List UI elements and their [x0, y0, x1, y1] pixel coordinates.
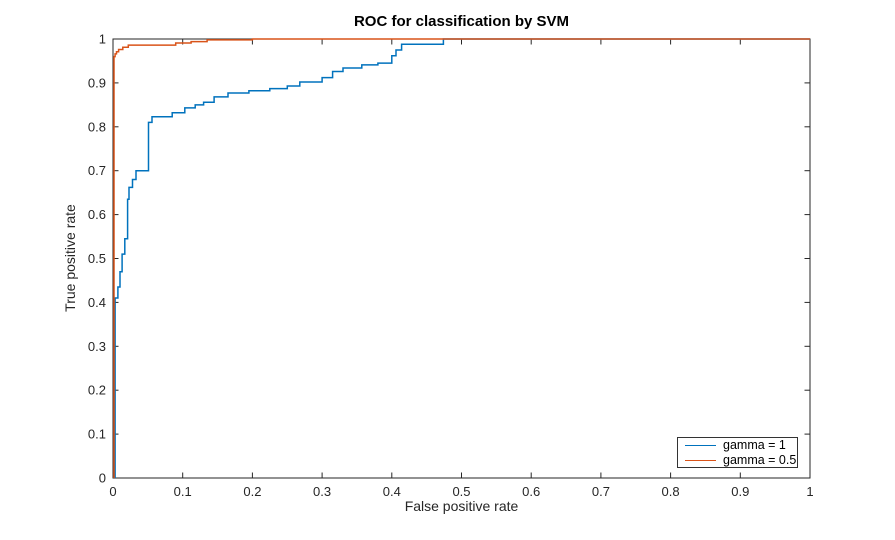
x-tick-label: 0.1 — [174, 484, 192, 499]
x-tick-label: 1 — [806, 484, 813, 499]
roc-curve-gamma-0-5 — [113, 38, 810, 478]
y-tick-label: 0.1 — [88, 427, 106, 442]
x-tick-label: 0.8 — [662, 484, 680, 499]
legend-entry-label: gamma = 1 — [723, 437, 786, 452]
axes-box — [112, 38, 811, 479]
y-tick-label: 0 — [99, 471, 106, 486]
y-tick-label: 1 — [99, 32, 106, 47]
x-tick-label: 0 — [109, 484, 116, 499]
x-tick-label: 0.5 — [452, 484, 470, 499]
roc-curve-gamma-1 — [114, 38, 810, 478]
x-tick-label: 0.4 — [383, 484, 401, 499]
legend-line-sample-gamma-0-5 — [685, 459, 716, 461]
x-tick-label: 0.2 — [243, 484, 261, 499]
legend[interactable]: gamma = 1 gamma = 0.5 — [677, 437, 798, 468]
y-tick-label: 0.3 — [88, 339, 106, 354]
y-tick-label: 0.7 — [88, 163, 106, 178]
y-tick-label: 0.9 — [88, 75, 106, 90]
legend-entry-label: gamma = 0.5 — [723, 452, 797, 467]
legend-entry: gamma = 0.5 — [685, 452, 797, 467]
y-tick-label: 0.5 — [88, 251, 106, 266]
x-tick-label: 0.3 — [313, 484, 331, 499]
legend-entry: gamma = 1 — [685, 437, 797, 452]
x-tick-label: 0.9 — [731, 484, 749, 499]
legend-line-sample-gamma-1 — [685, 444, 716, 446]
x-tick-label: 0.6 — [522, 484, 540, 499]
y-tick-label: 0.6 — [88, 207, 106, 222]
y-tick-label: 0.4 — [88, 295, 106, 310]
x-tick-label: 0.7 — [592, 484, 610, 499]
y-tick-label: 0.2 — [88, 383, 106, 398]
y-tick-label: 0.8 — [88, 119, 106, 134]
y-axis-label: True positive rate — [62, 204, 78, 312]
chart-title: ROC for classification by SVM — [353, 13, 570, 30]
x-axis-label: False positive rate — [404, 498, 519, 514]
